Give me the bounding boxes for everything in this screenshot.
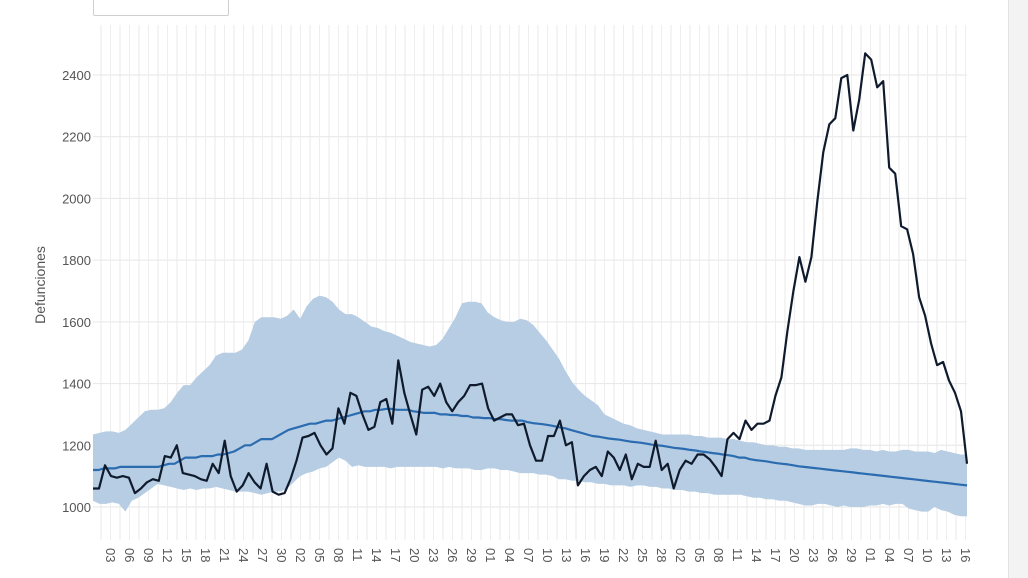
x-tick-label: 29 [464,548,479,562]
x-tick-label: 20 [407,548,422,562]
confidence-band [93,295,967,517]
y-axis-label: Defunciones [32,246,48,324]
x-axis-ticks: 03 06 09 12 15 18 21 24 27 30 02 05 08 11 14 17 20 23 26 29… [103,548,973,562]
y-tick-label: 1000 [62,500,91,515]
x-tick-label: 17 [388,548,403,562]
x-tick-label: 27 [255,548,270,562]
filter-box[interactable] [93,0,229,16]
x-tick-label: 28 [654,548,669,562]
x-tick-label: 07 [521,548,536,562]
x-tick-label: 14 [749,548,764,562]
x-tick-label: 26 [825,548,840,562]
x-tick-label: 13 [559,548,574,562]
x-tick-label: 22 [616,548,631,562]
series-line [93,52,969,496]
y-tick-label: 2000 [62,191,91,206]
x-tick-label: 10 [540,548,555,562]
x-tick-label: 15 [179,548,194,562]
x-tick-label: 24 [236,548,251,562]
x-tick-label: 12 [160,548,175,562]
y-tick-label: 1600 [62,315,91,330]
x-tick-label: 11 [350,548,365,562]
x-tick-label: 04 [502,548,517,562]
y-tick-label: 1800 [62,253,91,268]
x-tick-label: 02 [293,548,308,562]
x-tick-label: 14 [369,548,384,562]
x-tick-label: 16 [958,548,973,562]
x-tick-label: 30 [274,548,289,562]
x-tick-label: 21 [217,548,232,562]
y-tick-label: 1200 [62,438,91,453]
x-tick-label: 05 [312,548,327,562]
x-tick-label: 26 [445,548,460,562]
x-tick-label: 01 [863,548,878,562]
x-tick-label: 18 [198,548,213,562]
x-tick-label: 05 [692,548,707,562]
series-lines [93,52,969,496]
y-tick-label: 2400 [62,68,91,83]
x-tick-label: 10 [920,548,935,562]
x-tick-label: 19 [597,548,612,562]
x-tick-label: 29 [844,548,859,562]
x-tick-label: 13 [939,548,954,562]
x-tick-label: 01 [483,548,498,562]
x-tick-label: 25 [635,548,650,562]
y-axis-ticks: 1000 1200 1400 1600 1800 2000 2200 2400 [62,68,91,515]
x-tick-label: 23 [806,548,821,562]
y-tick-label: 1400 [62,377,91,392]
x-tick-label: 02 [673,548,688,562]
y-tick-label: 2200 [62,130,91,145]
band-area [93,295,967,517]
x-tick-label: 03 [103,548,118,562]
x-tick-label: 09 [141,548,156,562]
x-tick-label: 11 [730,548,745,562]
x-tick-label: 08 [331,548,346,562]
x-tick-label: 06 [122,548,137,562]
x-tick-label: 20 [787,548,802,562]
x-tick-label: 23 [426,548,441,562]
series-line [93,407,968,487]
x-tick-label: 07 [901,548,916,562]
x-tick-label: 17 [768,548,783,562]
x-tick-label: 08 [711,548,726,562]
x-tick-label: 04 [882,548,897,562]
scrollbar[interactable] [1008,0,1028,578]
x-tick-label: 16 [578,548,593,562]
